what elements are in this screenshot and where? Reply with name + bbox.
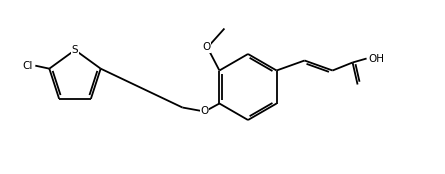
Text: S: S <box>72 45 78 55</box>
Text: O: O <box>202 42 210 53</box>
Text: OH: OH <box>368 54 384 65</box>
Text: Cl: Cl <box>22 61 32 71</box>
Text: O: O <box>200 106 209 117</box>
